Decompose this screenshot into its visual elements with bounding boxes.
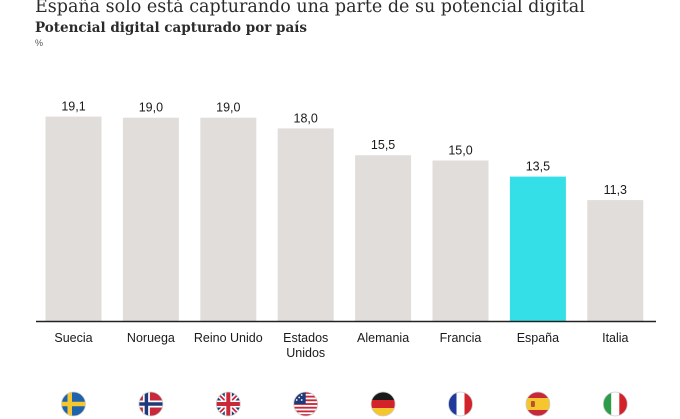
flag-norway-icon [138, 391, 164, 417]
value-label: 15,5 [371, 138, 395, 152]
value-label: 18,0 [294, 111, 318, 125]
flag-spain-icon [525, 391, 551, 417]
chart-title: España solo está capturando una parte de… [35, 0, 585, 17]
bar-7 [587, 200, 644, 321]
bar-6 [509, 176, 566, 321]
category-label: Alemania [357, 331, 409, 345]
category-label: España [517, 331, 559, 345]
bar-4 [355, 155, 412, 321]
bar-3 [277, 128, 334, 321]
flag-uk-icon [215, 391, 241, 417]
bar-5 [432, 160, 489, 321]
category-label: Reino Unido [194, 331, 263, 345]
bar-0 [45, 116, 102, 321]
unit-label: % [35, 38, 44, 48]
value-label: 11,3 [604, 183, 627, 197]
category-label: Italia [602, 331, 628, 345]
category-label: Estados Unidos [283, 331, 328, 360]
flag-usa-icon [293, 391, 319, 417]
value-label: 19,1 [61, 100, 85, 114]
bar-1 [122, 117, 179, 321]
value-label: 19,0 [216, 101, 240, 115]
category-label: Suecia [54, 331, 92, 345]
flag-france-icon [448, 391, 473, 417]
value-label: 15,0 [448, 144, 472, 158]
flag-sweden-icon [61, 391, 86, 417]
category-label: Francia [440, 331, 482, 345]
value-label: 19,0 [139, 101, 163, 115]
chart-subtitle: Potencial digital capturado por país [35, 20, 307, 36]
flag-italy-icon [602, 391, 628, 417]
flag-germany-icon [370, 391, 396, 417]
value-label: 13,5 [526, 160, 550, 174]
bar-2 [200, 117, 257, 321]
category-label: Noruega [127, 331, 175, 345]
